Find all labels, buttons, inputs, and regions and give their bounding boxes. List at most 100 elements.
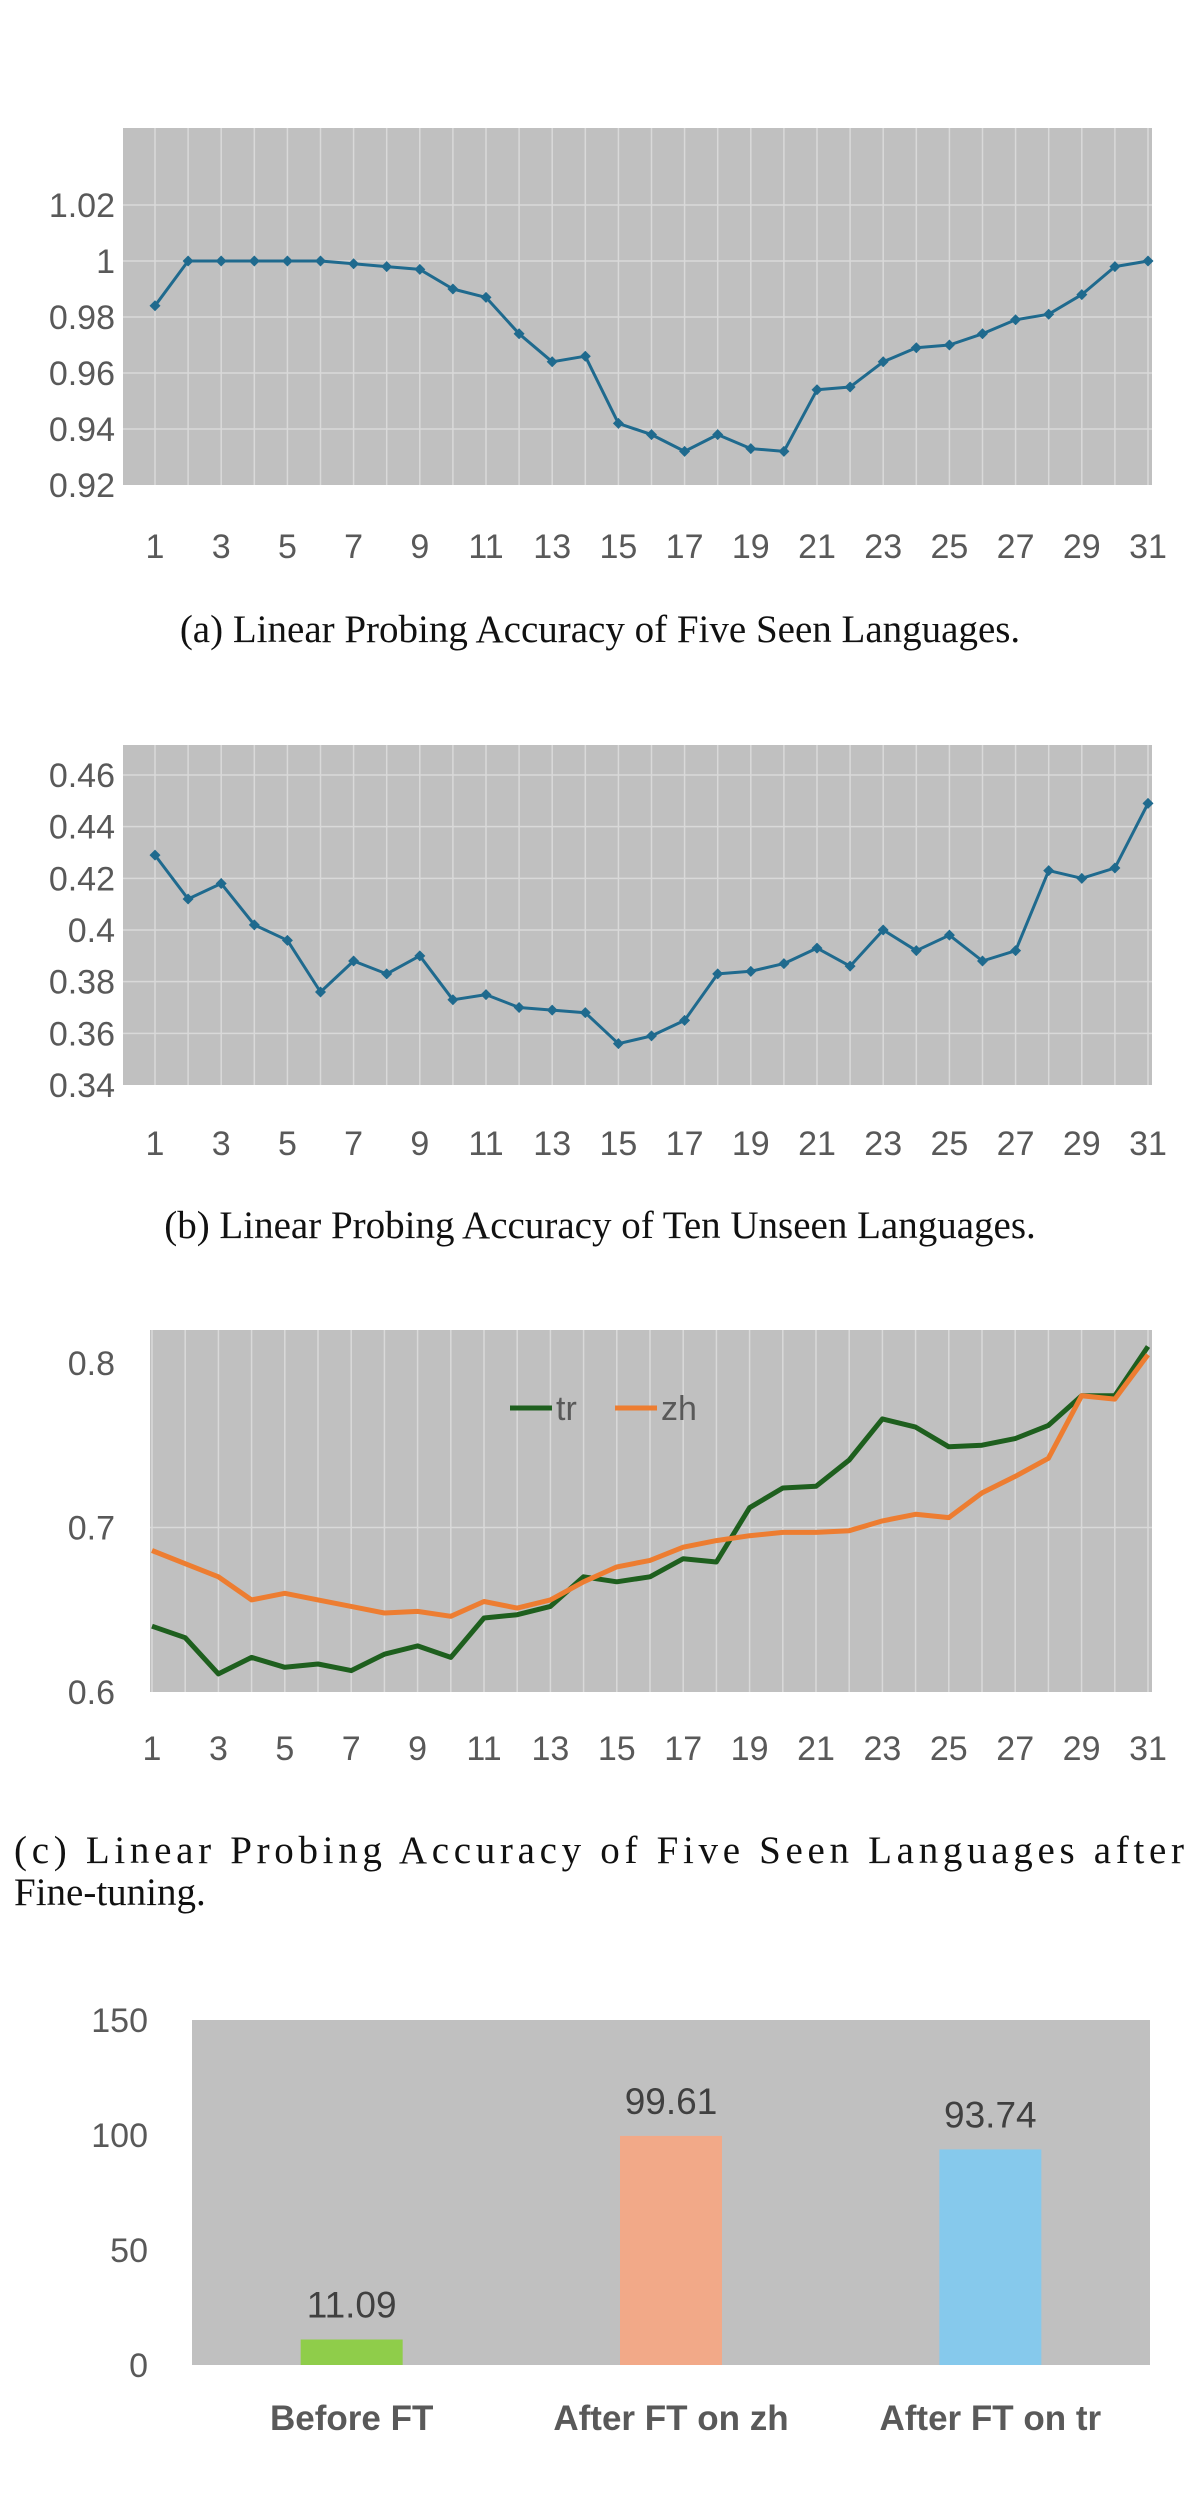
data-label: 99.61 [625, 2081, 718, 2122]
y-tick-label: 0.38 [49, 964, 115, 1002]
x-tick-label: 17 [664, 1730, 702, 1768]
data-point [381, 968, 393, 980]
data-point [579, 350, 591, 362]
x-tick-label: 15 [598, 1730, 636, 1768]
x-tick-label: 11 [468, 1125, 503, 1163]
x-tick-label: 3 [209, 1730, 228, 1768]
x-tick-label: 23 [864, 1125, 902, 1163]
bar [300, 2339, 403, 2365]
data-point [1010, 945, 1022, 957]
x-tick-label: 11 [468, 528, 503, 566]
x-tick-label: 13 [531, 1730, 569, 1768]
x-tick-label: 23 [863, 1730, 901, 1768]
y-tick-label: 0 [129, 2347, 148, 2385]
data-point [910, 342, 922, 354]
data-point [447, 994, 459, 1006]
data-point [977, 955, 988, 967]
x-tick-label: 19 [731, 1730, 769, 1768]
x-tick-label: 17 [666, 1125, 704, 1163]
data-point [679, 1014, 691, 1026]
category-label: After FT on tr [880, 2399, 1102, 2438]
data-point [612, 1038, 624, 1050]
x-tick-label: 13 [533, 528, 571, 566]
data-label: 11.09 [307, 2284, 397, 2325]
data-point [844, 381, 856, 393]
x-tick-label: 5 [278, 1125, 297, 1163]
data-point [877, 356, 889, 368]
plot-area [123, 745, 1152, 1085]
data-point [977, 328, 988, 340]
line-chart-b: 0.460.440.420.40.380.360.341 3 5 7 9 11 13 15 17… [49, 745, 1167, 1163]
x-tick-label: 11 [466, 1730, 501, 1768]
x-tick-label: 21 [797, 1730, 835, 1768]
data-point [546, 356, 558, 368]
x-tick-label: 9 [408, 1730, 427, 1768]
x-tick-label: 29 [1063, 1125, 1101, 1163]
data-point [844, 960, 856, 972]
y-tick-label: 0.6 [68, 1674, 115, 1712]
data-point [778, 958, 790, 970]
data-point [1142, 797, 1154, 809]
data-point [215, 878, 227, 889]
data-point [149, 300, 161, 312]
x-tick-label: 25 [930, 1730, 968, 1768]
bar-chart-d: 150 100 50 0 11.09 Before FT 99.61 After FT on … [91, 2002, 1150, 2438]
x-tick-label: 17 [666, 528, 704, 566]
data-point [1076, 289, 1088, 301]
x-tick-label: 27 [996, 1730, 1034, 1768]
x-tick-label: 27 [997, 528, 1035, 566]
data-point [1142, 255, 1154, 267]
y-tick-label: 0.94 [49, 411, 115, 449]
data-point [215, 255, 227, 267]
data-point [281, 934, 293, 946]
y-tick-label: 0.42 [49, 860, 115, 898]
data-point [1010, 314, 1022, 326]
y-tick-label: 1 [96, 243, 115, 281]
x-tick-label: 9 [410, 528, 429, 566]
data-point [546, 1004, 558, 1016]
bar [620, 2135, 722, 2365]
figure-caption: (a) Linear Probing Accuracy of Five Seen… [180, 608, 1020, 651]
x-tick-label: 25 [930, 528, 968, 566]
data-point [778, 445, 790, 457]
data-point [1109, 862, 1121, 874]
data-point [182, 255, 194, 267]
data-point [646, 429, 657, 441]
y-tick-label: 0.8 [68, 1345, 115, 1383]
data-point [811, 942, 823, 954]
data-point [745, 443, 757, 455]
x-tick-label: 31 [1129, 528, 1167, 566]
category-label: After FT on zh [553, 2399, 788, 2438]
data-point [877, 924, 889, 936]
data-point [745, 965, 757, 977]
data-point [513, 328, 525, 340]
x-tick-label: 19 [732, 528, 770, 566]
data-point [712, 429, 724, 441]
data-point [348, 258, 360, 270]
data-point [315, 255, 326, 267]
x-tick-label: 29 [1063, 1730, 1101, 1768]
y-tick-label: 0.92 [49, 467, 115, 505]
data-point [679, 445, 691, 457]
y-tick-label: 0.98 [49, 299, 115, 337]
plot-area [123, 128, 1152, 485]
x-tick-label: 25 [930, 1125, 968, 1163]
x-tick-label: 21 [798, 1125, 836, 1163]
y-tick-label: 0.46 [49, 757, 115, 795]
x-tick-label: 7 [344, 1125, 363, 1163]
data-point [480, 989, 492, 1001]
data-label: 93.74 [944, 2094, 1037, 2135]
y-tick-label: 150 [91, 2002, 148, 2040]
bar [939, 2149, 1042, 2365]
data-point [579, 1007, 591, 1019]
category-label: Before FT [270, 2399, 433, 2438]
data-point [1043, 308, 1055, 320]
data-point [1109, 261, 1121, 273]
y-tick-label: 0.36 [49, 1015, 115, 1053]
y-tick-label: 0.34 [49, 1067, 115, 1105]
x-tick-label: 31 [1129, 1125, 1167, 1163]
data-point [281, 255, 293, 267]
x-tick-label: 29 [1063, 528, 1101, 566]
